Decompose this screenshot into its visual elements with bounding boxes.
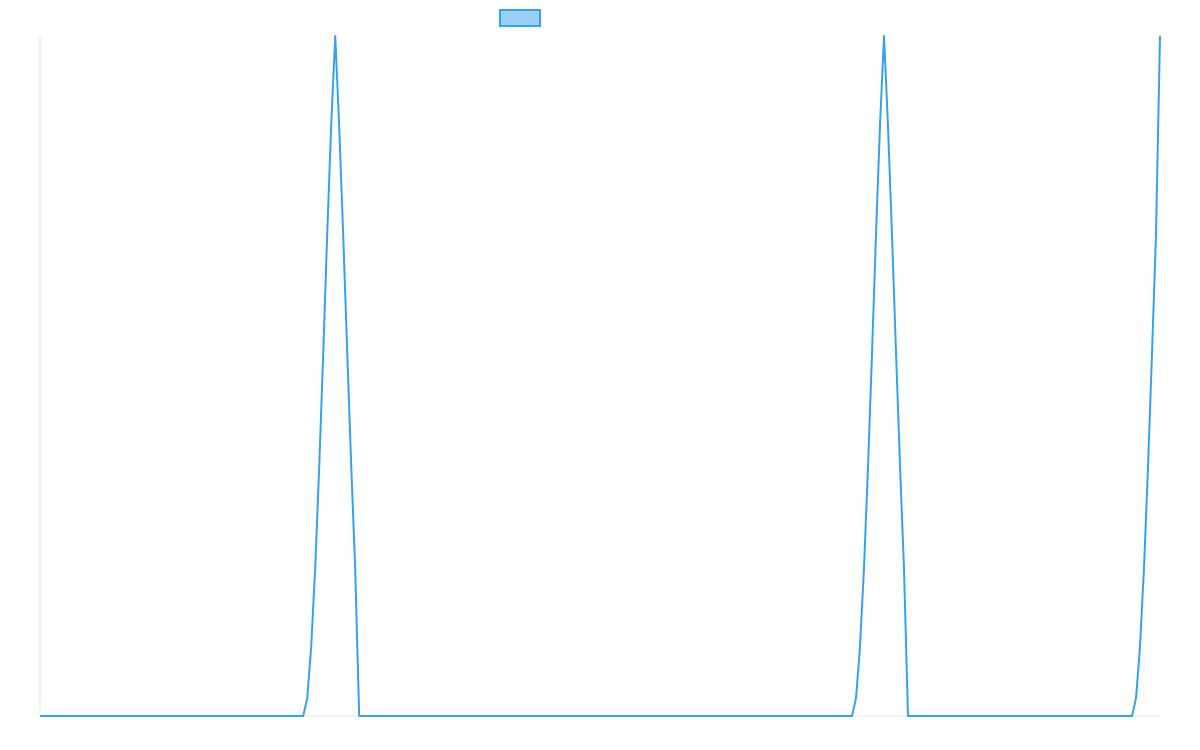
legend xyxy=(499,9,541,27)
axes xyxy=(39,36,1160,717)
legend-swatch[interactable] xyxy=(499,9,541,27)
series-layer xyxy=(40,35,1161,717)
series-line-0 xyxy=(40,35,1161,717)
